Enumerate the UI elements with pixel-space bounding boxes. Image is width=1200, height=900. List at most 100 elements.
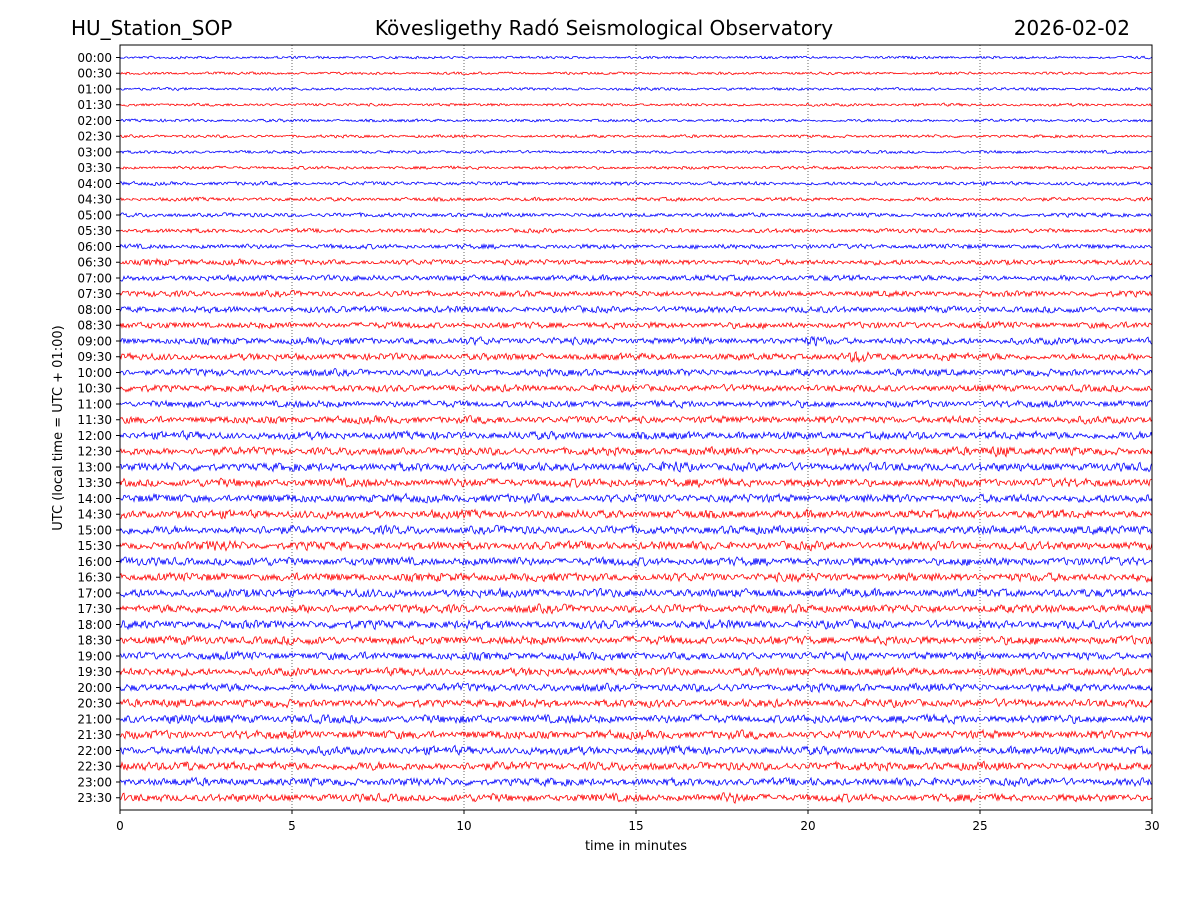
trace-1000 (119, 367, 1153, 378)
y-tick-label: 17:30 (77, 602, 112, 616)
trace-1230 (119, 445, 1153, 458)
trace-0930 (119, 350, 1153, 364)
trace-0130 (119, 102, 1153, 107)
y-tick-label: 03:30 (77, 161, 112, 175)
trace-0300 (119, 149, 1153, 155)
x-tick-label: 25 (972, 819, 987, 833)
y-tick-label: 18:30 (77, 634, 112, 648)
trace-0630 (119, 257, 1153, 267)
trace-0100 (119, 86, 1153, 92)
x-tick-layer: 0 5 10 15 20 25 30 (116, 810, 1160, 833)
y-tick-label: 19:30 (77, 665, 112, 679)
trace-1930 (119, 666, 1153, 678)
grid-layer (291, 45, 981, 810)
y-tick-label: 12:30 (77, 445, 112, 459)
y-tick-label: 10:00 (77, 366, 112, 380)
trace-1400 (119, 492, 1153, 505)
y-tick-label: 15:30 (77, 539, 112, 553)
record-date: 2026-02-02 (1013, 16, 1130, 40)
trace-1200 (119, 429, 1153, 441)
trace-0700 (119, 273, 1153, 282)
trace-1130 (119, 414, 1153, 426)
y-tick-label: 06:30 (77, 256, 112, 270)
y-tick-label: 14:00 (77, 492, 112, 506)
trace-2200 (119, 744, 1153, 756)
trace-0800 (119, 305, 1153, 314)
station-name: HU_Station_SOP (71, 16, 233, 40)
y-tick-label: 13:30 (77, 476, 112, 490)
y-tick-label: 09:00 (77, 334, 112, 348)
y-tick-label: 05:00 (77, 208, 112, 222)
y-tick-label: 23:00 (77, 775, 112, 789)
y-axis-label: UTC (local time = UTC + 01:00) (51, 325, 66, 530)
trace-2300 (119, 776, 1153, 788)
y-tick-label: 20:00 (77, 681, 112, 695)
x-axis-label: time in minutes (585, 839, 687, 854)
x-tick-label: 30 (1144, 819, 1159, 833)
y-tick-label: 17:00 (77, 586, 112, 600)
y-tick-label: 23:30 (77, 791, 112, 805)
y-tick-label: 03:00 (77, 145, 112, 159)
y-tick-label: 07:00 (77, 271, 112, 285)
trace-layer (119, 55, 1153, 805)
y-tick-label: 20:30 (77, 697, 112, 711)
y-tick-label: 18:00 (77, 618, 112, 632)
trace-1100 (119, 399, 1153, 410)
trace-1730 (119, 603, 1153, 615)
y-tick-label: 02:30 (77, 130, 112, 144)
trace-1600 (119, 555, 1153, 567)
y-tick-label: 08:00 (77, 303, 112, 317)
trace-0600 (119, 243, 1153, 250)
trace-1630 (119, 571, 1153, 584)
trace-0000 (119, 55, 1153, 60)
trace-2030 (119, 697, 1153, 709)
trace-1700 (119, 587, 1153, 599)
y-tick-label: 16:00 (77, 555, 112, 569)
y-tick-label: 10:30 (77, 382, 112, 396)
trace-1900 (119, 650, 1153, 662)
y-tick-label: 05:30 (77, 224, 112, 238)
trace-0200 (119, 118, 1153, 123)
trace-1330 (119, 476, 1153, 489)
y-tick-label: 19:00 (77, 649, 112, 663)
trace-1830 (119, 634, 1153, 647)
trace-0530 (119, 227, 1152, 234)
x-tick-label: 15 (628, 819, 643, 833)
trace-1530 (119, 539, 1153, 552)
trace-0230 (119, 134, 1153, 139)
trace-0500 (119, 211, 1153, 219)
x-tick-label: 10 (456, 819, 471, 833)
y-tick-label: 13:00 (77, 460, 112, 474)
y-tick-label: 22:30 (77, 760, 112, 774)
y-tick-label: 07:30 (77, 287, 112, 301)
y-tick-label: 01:30 (77, 98, 112, 112)
y-tick-label: 06:00 (77, 240, 112, 254)
trace-0900 (119, 335, 1153, 347)
y-tick-label: 02:00 (77, 114, 112, 128)
y-tick-label: 15:00 (77, 523, 112, 537)
y-tick-label: 11:30 (77, 413, 112, 427)
trace-0330 (119, 165, 1153, 170)
trace-0400 (119, 180, 1153, 187)
trace-2330 (119, 791, 1153, 805)
x-tick-label: 0 (116, 819, 124, 833)
y-tick-label: 14:30 (77, 508, 112, 522)
y-tick-label: 08:30 (77, 319, 112, 333)
y-tick-label: 22:00 (77, 744, 112, 758)
y-tick-label: 00:00 (77, 51, 112, 65)
trace-0830 (119, 320, 1153, 330)
trace-1030 (119, 383, 1153, 393)
trace-0730 (119, 289, 1153, 298)
trace-1800 (119, 618, 1153, 631)
trace-0030 (119, 71, 1153, 76)
y-tick-label: 09:30 (77, 350, 112, 364)
trace-2000 (119, 681, 1153, 694)
y-tick-label: 04:00 (77, 177, 112, 191)
x-tick-label: 5 (288, 819, 296, 833)
trace-2100 (119, 713, 1153, 725)
y-tick-label: 21:30 (77, 728, 112, 742)
trace-1300 (120, 460, 1153, 473)
y-tick-label: 11:00 (77, 397, 112, 411)
x-tick-label: 20 (800, 819, 815, 833)
